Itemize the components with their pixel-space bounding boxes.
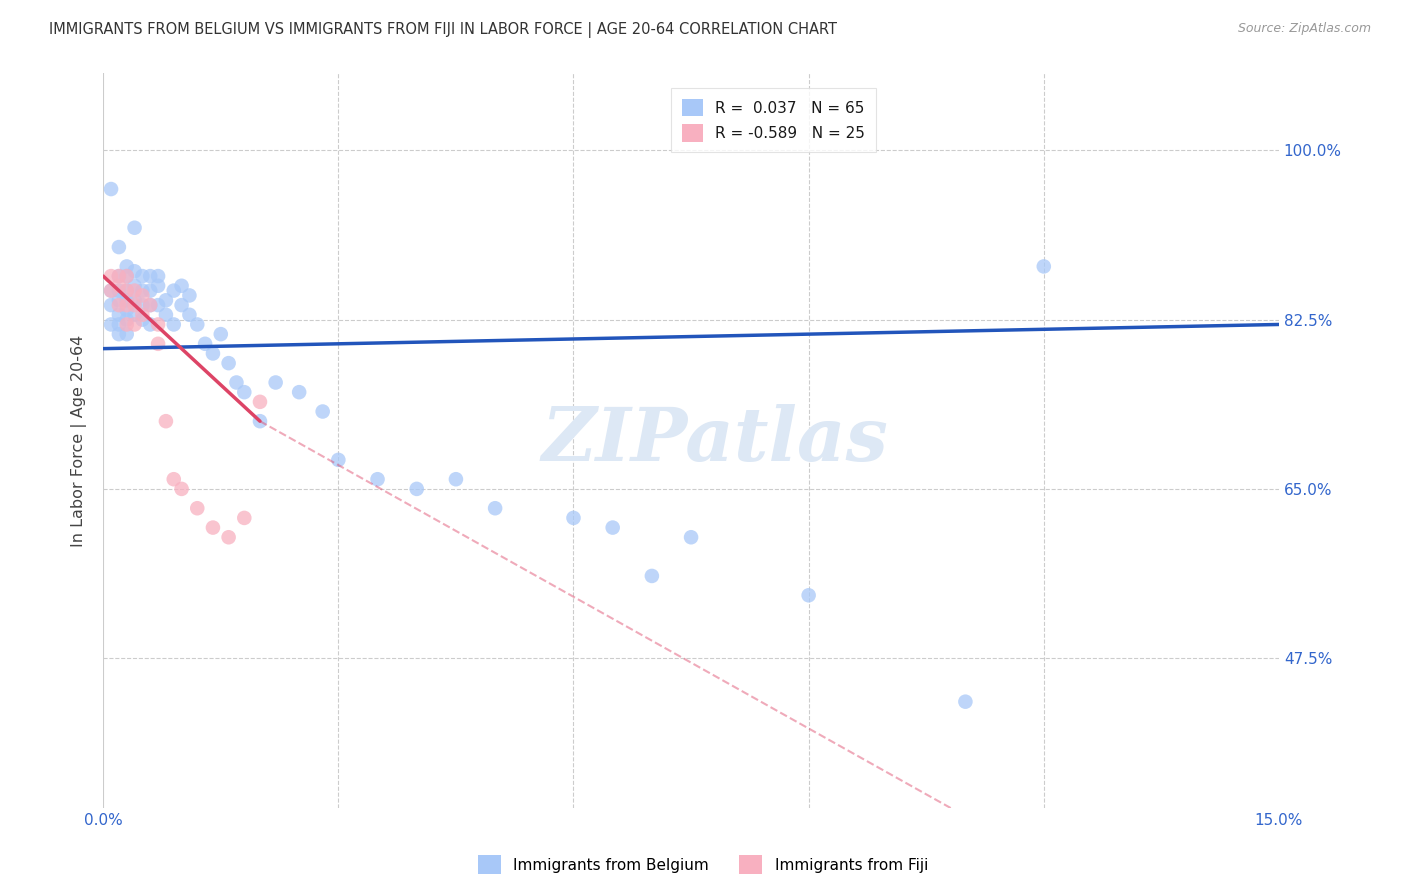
Point [146,278,169,293]
Point [209,327,232,342]
Point [131,284,153,298]
Point [681,530,703,544]
Point [405,482,427,496]
Point [108,327,131,342]
Point [218,356,240,370]
Point [146,298,169,312]
Point [170,298,193,312]
Point [562,511,585,525]
Point [201,346,224,360]
Point [100,284,122,298]
Point [115,298,138,312]
Point [124,318,146,332]
Point [312,404,335,418]
Point [201,520,224,534]
Point [367,472,389,486]
Point [163,472,186,486]
Point [124,293,146,308]
Point [1032,260,1054,274]
Point [797,588,820,602]
Point [186,318,208,332]
Point [124,264,146,278]
Point [124,278,146,293]
Point [108,284,131,298]
Point [100,318,122,332]
Point [170,482,193,496]
Point [179,288,201,302]
Point [124,220,146,235]
Point [115,284,138,298]
Point [602,520,624,534]
Point [108,278,131,293]
Point [186,501,208,516]
Point [131,269,153,284]
Legend: Immigrants from Belgium, Immigrants from Fiji: Immigrants from Belgium, Immigrants from… [472,849,934,880]
Point [233,385,256,400]
Point [124,284,146,298]
Point [108,308,131,322]
Point [484,501,506,516]
Point [115,284,138,298]
Point [163,318,186,332]
Point [100,284,122,298]
Point [146,336,169,351]
Point [264,376,287,390]
Point [155,308,177,322]
Point [115,260,138,274]
Point [641,569,664,583]
Text: Source: ZipAtlas.com: Source: ZipAtlas.com [1237,22,1371,36]
Point [131,308,153,322]
Point [115,318,138,332]
Text: ZIPatlas: ZIPatlas [541,404,889,477]
Point [139,284,162,298]
Point [139,298,162,312]
Point [233,511,256,525]
Point [131,288,153,302]
Point [139,298,162,312]
Point [124,308,146,322]
Point [170,278,193,293]
Point [146,318,169,332]
Point [115,269,138,284]
Point [218,530,240,544]
Point [108,240,131,254]
Point [179,308,201,322]
Y-axis label: In Labor Force | Age 20-64: In Labor Force | Age 20-64 [72,334,87,547]
Point [100,182,122,196]
Point [194,336,217,351]
Point [249,394,271,409]
Legend: R =  0.037   N = 65, R = -0.589   N = 25: R = 0.037 N = 65, R = -0.589 N = 25 [671,88,876,153]
Point [139,269,162,284]
Point [108,293,131,308]
Point [115,312,138,326]
Point [100,269,122,284]
Point [955,695,977,709]
Point [115,327,138,342]
Point [155,293,177,308]
Point [131,312,153,326]
Point [108,298,131,312]
Point [155,414,177,428]
Point [163,284,186,298]
Point [225,376,247,390]
Point [131,298,153,312]
Point [108,269,131,284]
Point [328,453,350,467]
Point [146,269,169,284]
Point [139,318,162,332]
Point [249,414,271,428]
Text: IMMIGRANTS FROM BELGIUM VS IMMIGRANTS FROM FIJI IN LABOR FORCE | AGE 20-64 CORRE: IMMIGRANTS FROM BELGIUM VS IMMIGRANTS FR… [49,22,837,38]
Point [108,269,131,284]
Point [288,385,311,400]
Point [100,298,122,312]
Point [124,298,146,312]
Point [115,293,138,308]
Point [108,318,131,332]
Point [115,302,138,317]
Point [115,269,138,284]
Point [444,472,467,486]
